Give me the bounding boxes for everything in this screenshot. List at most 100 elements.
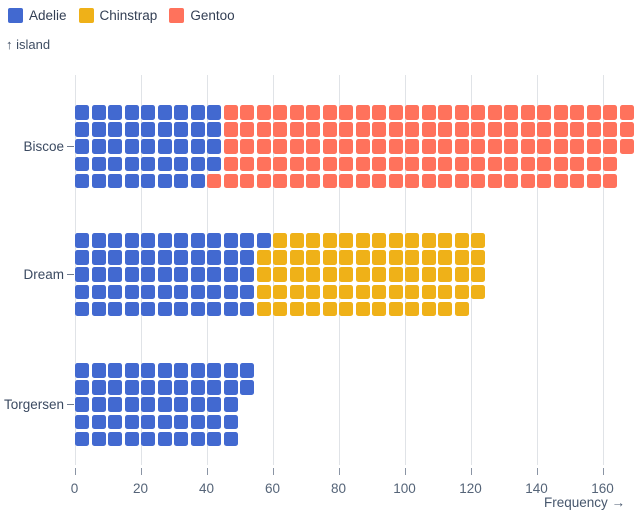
waffle-cell <box>141 173 155 189</box>
waffle-cell <box>240 284 254 300</box>
waffle-cell <box>438 156 452 172</box>
waffle-cell <box>405 301 419 317</box>
waffle-cell <box>504 122 518 137</box>
waffle-cell <box>108 380 122 395</box>
waffle-cell <box>339 122 353 137</box>
waffle-cell <box>240 363 254 378</box>
waffle-cell <box>108 414 122 430</box>
waffle-cell <box>322 284 337 300</box>
waffle-cell <box>223 284 238 300</box>
waffle-cell <box>207 233 221 248</box>
waffle-cell <box>553 105 568 120</box>
waffle-cell <box>108 301 122 317</box>
waffle-cell <box>190 267 205 282</box>
waffle-cell <box>388 284 403 300</box>
waffle-cell <box>157 173 172 189</box>
x-tick-label: 40 <box>198 481 215 496</box>
waffle-cell <box>520 105 535 120</box>
waffle-cell <box>207 250 221 265</box>
waffle-cell <box>124 380 139 395</box>
waffle-cell <box>157 301 172 317</box>
waffle-cell <box>372 250 386 265</box>
waffle-cell <box>586 105 601 120</box>
waffle-cell <box>75 267 89 282</box>
waffle-cell <box>141 380 155 395</box>
waffle-cell <box>157 233 172 248</box>
waffle-cell <box>405 250 419 265</box>
waffle-cell <box>355 233 370 248</box>
waffle-cell <box>273 173 287 189</box>
waffle-cell <box>570 122 584 137</box>
waffle-cell <box>520 122 535 137</box>
waffle-cell <box>108 397 122 412</box>
waffle-cell <box>553 173 568 189</box>
waffle-cell <box>339 173 353 189</box>
waffle-cell <box>108 173 122 189</box>
waffle-cell <box>421 122 436 137</box>
waffle-cell <box>438 139 452 154</box>
waffle-cell <box>504 139 518 154</box>
waffle-cell <box>388 233 403 248</box>
gridline <box>536 75 538 465</box>
x-tick-label: 0 <box>70 481 79 496</box>
waffle-cell <box>454 173 469 189</box>
waffle-cell <box>91 431 106 447</box>
waffle-cell <box>124 105 139 120</box>
waffle-cell <box>190 414 205 430</box>
waffle-cell <box>586 122 601 137</box>
waffle-cell <box>207 414 221 430</box>
waffle-cell <box>537 156 551 172</box>
waffle-cell <box>256 301 271 317</box>
waffle-cell <box>256 233 271 248</box>
x-tick-label: 140 <box>525 481 548 496</box>
waffle-cell <box>273 250 287 265</box>
waffle-cell <box>108 250 122 265</box>
waffle-cell <box>108 431 122 447</box>
waffle-cell <box>471 233 485 248</box>
waffle-cell <box>124 267 139 282</box>
x-axis-tick <box>404 468 406 475</box>
waffle-cell <box>603 173 617 189</box>
waffle-cell <box>454 233 469 248</box>
waffle-cell <box>355 139 370 154</box>
waffle-cell <box>223 233 238 248</box>
waffle-cell <box>471 173 485 189</box>
waffle-cell <box>108 363 122 378</box>
waffle-cell <box>388 122 403 137</box>
legend-label: Adelie <box>29 8 67 23</box>
waffle-cell <box>504 156 518 172</box>
waffle-cell <box>388 173 403 189</box>
waffle-cell <box>306 250 320 265</box>
waffle-cell <box>207 380 221 395</box>
waffle-cell <box>256 250 271 265</box>
waffle-cell <box>553 156 568 172</box>
waffle-cell <box>471 105 485 120</box>
waffle-cell <box>141 363 155 378</box>
waffle-cell <box>157 139 172 154</box>
waffle-cell <box>553 139 568 154</box>
legend-item-chinstrap: Chinstrap <box>78 8 157 23</box>
waffle-cell <box>75 284 89 300</box>
waffle-cell <box>273 267 287 282</box>
waffle-cell <box>322 122 337 137</box>
waffle-cell <box>207 363 221 378</box>
waffle-cell <box>372 122 386 137</box>
x-tick-label: 80 <box>330 481 347 496</box>
waffle-cell <box>223 414 238 430</box>
waffle-cell <box>306 233 320 248</box>
waffle-cell <box>306 156 320 172</box>
x-axis-tick <box>206 468 208 475</box>
waffle-cell <box>174 250 188 265</box>
waffle-cell <box>223 380 238 395</box>
waffle-cell <box>438 122 452 137</box>
x-axis-tick <box>470 468 472 475</box>
waffle-cell <box>108 156 122 172</box>
waffle-cell <box>289 233 304 248</box>
waffle-cell <box>141 397 155 412</box>
waffle-cell <box>372 105 386 120</box>
waffle-cell <box>207 139 221 154</box>
y-axis-tick <box>67 145 74 148</box>
waffle-cell <box>141 139 155 154</box>
waffle-cell <box>355 156 370 172</box>
waffle-cell <box>306 139 320 154</box>
